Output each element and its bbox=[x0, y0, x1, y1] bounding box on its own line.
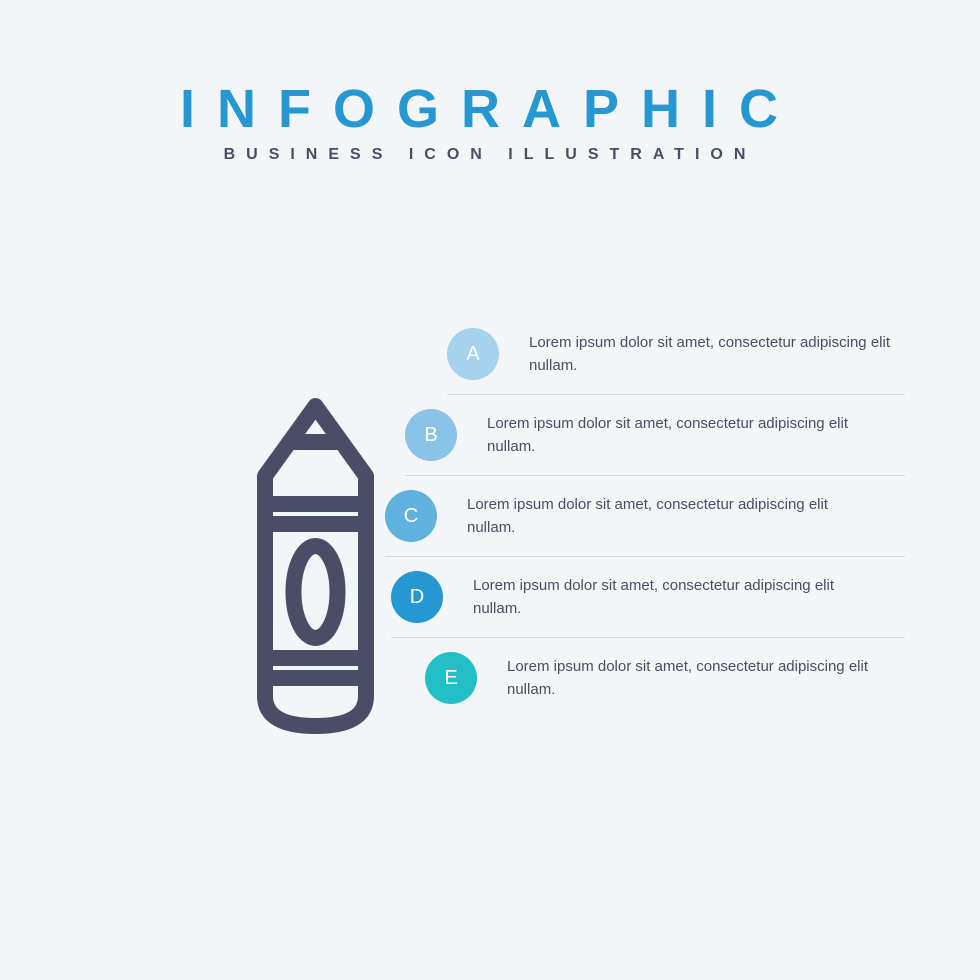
step-badge-c: C bbox=[385, 490, 437, 542]
header: INFOGRAPHIC BUSINESS ICON ILLUSTRATION bbox=[0, 0, 980, 164]
step-e: E Lorem ipsum dolor sit amet, consectetu… bbox=[425, 638, 905, 718]
step-text-c: Lorem ipsum dolor sit amet, consectetur … bbox=[467, 493, 837, 540]
step-a: A Lorem ipsum dolor sit amet, consectetu… bbox=[447, 314, 905, 395]
step-badge-d: D bbox=[391, 571, 443, 623]
step-text-e: Lorem ipsum dolor sit amet, consectetur … bbox=[507, 655, 877, 702]
step-badge-a: A bbox=[447, 328, 499, 380]
step-b: B Lorem ipsum dolor sit amet, consectetu… bbox=[405, 395, 905, 476]
step-list: A Lorem ipsum dolor sit amet, consectetu… bbox=[385, 314, 905, 718]
infographic-body: A Lorem ipsum dolor sit amet, consectetu… bbox=[0, 314, 980, 874]
step-text-b: Lorem ipsum dolor sit amet, consectetur … bbox=[487, 412, 857, 459]
step-badge-b: B bbox=[405, 409, 457, 461]
step-d: D Lorem ipsum dolor sit amet, consectetu… bbox=[391, 557, 905, 638]
page-subtitle: BUSINESS ICON ILLUSTRATION bbox=[0, 146, 980, 164]
step-text-d: Lorem ipsum dolor sit amet, consectetur … bbox=[473, 574, 843, 621]
step-c: C Lorem ipsum dolor sit amet, consectetu… bbox=[385, 476, 905, 557]
step-text-a: Lorem ipsum dolor sit amet, consectetur … bbox=[529, 331, 899, 378]
step-badge-e: E bbox=[425, 652, 477, 704]
page-title: INFOGRAPHIC bbox=[0, 78, 980, 140]
crayon-icon bbox=[248, 396, 383, 736]
